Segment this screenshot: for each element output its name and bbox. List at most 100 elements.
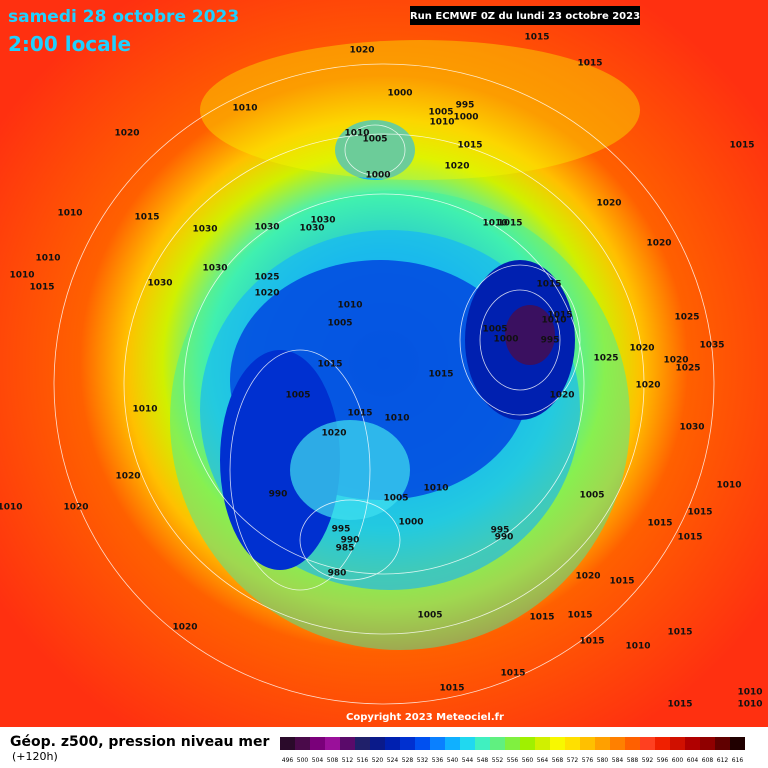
isobar-label: 1025 [254,273,279,283]
legend-swatch [670,737,685,750]
isobar-label: 1015 [677,533,702,543]
isobar-label: 1000 [398,518,423,528]
legend-swatch [445,737,460,750]
isobar-label: 1015 [524,33,549,43]
isobar-label: 1000 [387,89,412,99]
isobar-label: 1015 [29,283,54,293]
isobar-label: 1005 [482,325,507,335]
legend-label: 608 [702,757,714,764]
isobar-label: 1020 [663,356,688,366]
isobar-label: 1030 [310,216,335,226]
legend-swatch [460,737,475,750]
legend-label: 528 [402,757,414,764]
isobar-label: 1015 [317,360,342,370]
legend-label: 576 [582,757,594,764]
isobar-label: 1035 [699,341,724,351]
legend-label: 552 [492,757,504,764]
isobar-label: 1005 [327,319,352,329]
time: 2:00 locale [8,32,131,56]
isobar-label: 1020 [172,623,197,633]
isobar-label: 1005 [285,391,310,401]
legend-swatch [685,737,700,750]
isobar-label: 1030 [147,279,172,289]
isobar-label: 1020 [646,239,671,249]
legend-label: 520 [372,757,384,764]
isobar-label: 1010 [625,642,650,652]
legend-swatch [355,737,370,750]
legend-label: 532 [417,757,429,764]
legend-swatch [400,737,415,750]
isobar-label: 1015 [567,611,592,621]
isobar-label: 995 [491,526,510,536]
isobar-label: 985 [336,544,355,554]
legend-title: Géop. z500, pression niveau mer [10,734,269,750]
isobar-label: 1010 [0,503,23,513]
contour [335,120,415,180]
isobar-label: 1020 [114,129,139,139]
legend-label: 508 [327,757,339,764]
legend-label: 596 [657,757,669,764]
isobar-label: 1030 [299,224,324,234]
legend-label: 548 [477,757,489,764]
legend-swatch [385,737,400,750]
isobar-label: 1015 [536,280,561,290]
legend-label: 516 [357,757,369,764]
legend-swatch [490,737,505,750]
isobar-label: 1000 [493,335,518,345]
legend-label: 560 [522,757,534,764]
legend-swatch [715,737,730,750]
isobar-label: 1015 [547,311,572,321]
legend-swatch [625,737,640,750]
date: samedi 28 octobre 2023 [8,7,239,27]
contour [505,305,555,365]
isobar-label: 1025 [675,364,700,374]
isobar-label: 1030 [202,264,227,274]
legend-label: 556 [507,757,519,764]
isobar-label: 1020 [63,503,88,513]
legend-swatch [280,737,295,750]
legend-swatch [730,737,745,750]
isobar-label: 1020 [629,344,654,354]
run-label: Run ECMWF 0Z du lundi 23 octobre 2023 [410,11,640,22]
legend-swatch [580,737,595,750]
legend-swatch [505,737,520,750]
isobar-label: 1020 [635,381,660,391]
isobar-label: 1015 [457,141,482,151]
isobar-label: 990 [269,490,288,500]
isobar-label: 1010 [482,219,507,229]
legend-swatch [655,737,670,750]
isobar-label: 1010 [716,481,741,491]
isobar-label: 1010 [344,129,369,139]
contour [200,40,640,180]
isobar-label: 995 [456,101,475,111]
isobar-label: 1010 [232,104,257,114]
isobar-label: 1015 [347,409,372,419]
legend-label: 592 [642,757,654,764]
isobar-label: 1020 [549,391,574,401]
isobar-label: 1015 [428,370,453,380]
legend-swatch [370,737,385,750]
isobar-label: 1015 [439,684,464,694]
legend-swatch [520,737,535,750]
isobar-label: 990 [495,533,514,543]
isobar-label: 1010 [423,484,448,494]
isobar-label: 1005 [362,135,387,145]
run-box [410,6,640,25]
isobar-label: 1010 [9,271,34,281]
isobar-label: 1020 [596,199,621,209]
legend-label: 616 [732,757,744,764]
isobar-label: 1010 [541,316,566,326]
lead-time: (+120h) [12,750,58,763]
isobar-label: 1015 [497,219,522,229]
legend-swatch [640,737,655,750]
legend-label: 540 [447,757,459,764]
legend-label: 536 [432,757,444,764]
isobar-label: 1010 [132,405,157,415]
isobar-label: 1020 [254,289,279,299]
legend-label: 524 [387,757,399,764]
isobar-label: 1030 [192,225,217,235]
isobar-label: 1020 [349,46,374,56]
isobar-label: 1010 [429,118,454,128]
legend-label: 544 [462,757,474,764]
